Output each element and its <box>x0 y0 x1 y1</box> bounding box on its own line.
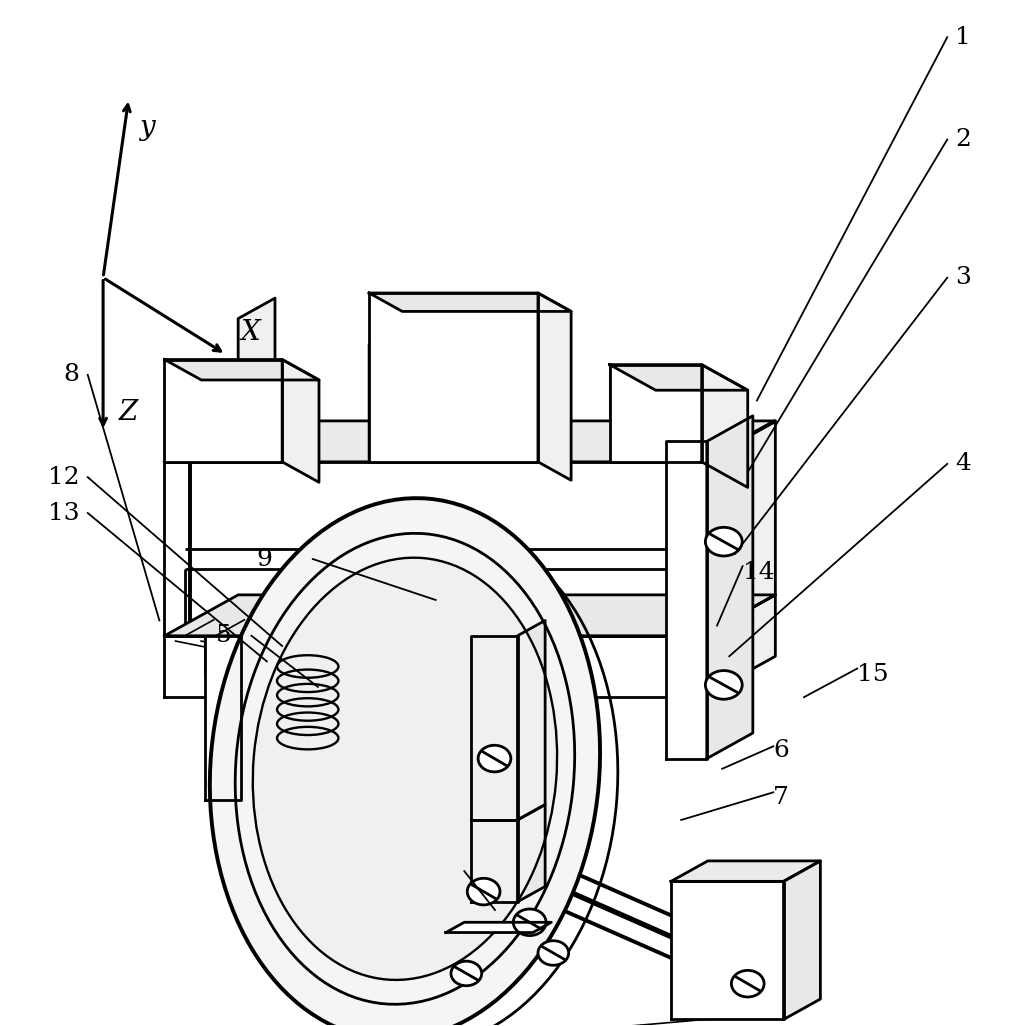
Ellipse shape <box>210 499 600 1026</box>
Polygon shape <box>610 364 747 390</box>
Ellipse shape <box>478 745 511 772</box>
Polygon shape <box>472 820 518 902</box>
Ellipse shape <box>706 671 742 700</box>
Text: Z: Z <box>118 399 138 426</box>
Polygon shape <box>702 595 775 698</box>
Ellipse shape <box>513 909 546 936</box>
Polygon shape <box>165 359 283 462</box>
Text: 12: 12 <box>48 466 80 488</box>
Text: 1: 1 <box>955 26 971 48</box>
Ellipse shape <box>732 971 764 997</box>
Polygon shape <box>707 416 752 758</box>
Text: 9: 9 <box>257 548 272 570</box>
Polygon shape <box>165 636 702 698</box>
Ellipse shape <box>467 878 500 905</box>
Ellipse shape <box>253 558 557 980</box>
Text: 8: 8 <box>64 363 80 387</box>
Text: 6: 6 <box>773 739 789 762</box>
Polygon shape <box>369 324 406 462</box>
Polygon shape <box>783 861 821 1020</box>
Text: X: X <box>241 319 261 346</box>
Polygon shape <box>165 359 319 380</box>
Polygon shape <box>238 299 275 441</box>
Polygon shape <box>538 293 571 480</box>
Ellipse shape <box>451 961 481 986</box>
Text: y: y <box>139 114 154 141</box>
Text: 15: 15 <box>857 663 889 686</box>
Ellipse shape <box>538 941 568 965</box>
Polygon shape <box>702 421 775 636</box>
Polygon shape <box>446 922 552 933</box>
Polygon shape <box>283 359 319 482</box>
Text: 5: 5 <box>215 624 232 647</box>
Polygon shape <box>369 293 571 312</box>
Polygon shape <box>165 595 775 636</box>
Text: 2: 2 <box>955 128 971 151</box>
Polygon shape <box>472 636 518 820</box>
Polygon shape <box>369 293 538 462</box>
Text: 3: 3 <box>955 266 971 289</box>
Polygon shape <box>518 804 545 902</box>
Text: 14: 14 <box>742 561 774 584</box>
Polygon shape <box>165 421 775 462</box>
Polygon shape <box>610 364 702 462</box>
Text: 13: 13 <box>48 502 80 524</box>
Polygon shape <box>702 364 747 487</box>
Text: 7: 7 <box>773 786 789 808</box>
Polygon shape <box>165 462 702 636</box>
Ellipse shape <box>706 527 742 556</box>
Text: 4: 4 <box>955 452 971 475</box>
Polygon shape <box>671 881 783 1020</box>
Text: 10: 10 <box>456 899 487 921</box>
Polygon shape <box>518 621 545 820</box>
Polygon shape <box>205 636 241 799</box>
Polygon shape <box>666 441 707 758</box>
Polygon shape <box>671 861 821 881</box>
